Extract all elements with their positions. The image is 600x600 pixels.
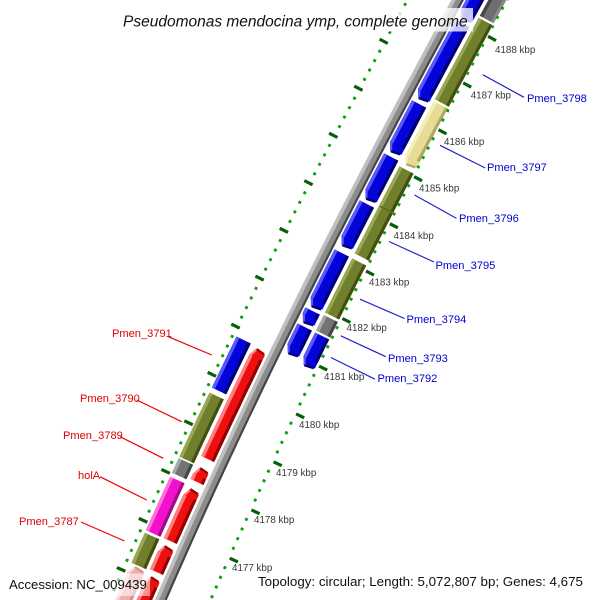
svg-text:Pmen_3797: Pmen_3797 — [487, 162, 547, 174]
svg-text:Pmen_3796: Pmen_3796 — [459, 213, 519, 225]
svg-text:Pmen_3789: Pmen_3789 — [63, 430, 123, 442]
svg-text:Pmen_3798: Pmen_3798 — [527, 93, 587, 105]
svg-text:Pmen_3790: Pmen_3790 — [80, 393, 140, 405]
svg-text:4186 kbp: 4186 kbp — [444, 137, 485, 148]
svg-text:4177 kbp: 4177 kbp — [232, 563, 273, 574]
svg-text:4183 kbp: 4183 kbp — [369, 277, 410, 288]
svg-text:4188 kbp: 4188 kbp — [495, 45, 536, 56]
svg-text:Pmen_3792: Pmen_3792 — [378, 373, 438, 385]
svg-text:4181 kbp: 4181 kbp — [324, 372, 365, 383]
svg-text:4178 kbp: 4178 kbp — [254, 515, 295, 526]
svg-text:Accession: NC_009439: Accession: NC_009439 — [9, 577, 147, 592]
svg-text:4184 kbp: 4184 kbp — [394, 231, 435, 242]
svg-text:Topology: circular; Length: 5,: Topology: circular; Length: 5,072,807 bp… — [258, 574, 583, 589]
svg-text:Pseudomonas mendocina ymp, com: Pseudomonas mendocina ymp, complete geno… — [123, 14, 468, 31]
svg-text:holA: holA — [78, 470, 101, 482]
svg-text:4179 kbp: 4179 kbp — [276, 468, 317, 479]
svg-text:Pmen_3787: Pmen_3787 — [19, 516, 79, 528]
svg-text:Pmen_3793: Pmen_3793 — [388, 353, 448, 365]
svg-text:4187 kbp: 4187 kbp — [471, 90, 512, 101]
svg-text:Pmen_3791: Pmen_3791 — [112, 328, 172, 340]
svg-text:4185 kbp: 4185 kbp — [419, 183, 460, 194]
svg-text:4182 kbp: 4182 kbp — [347, 323, 388, 334]
svg-text:Pmen_3795: Pmen_3795 — [436, 260, 496, 272]
svg-text:Pmen_3794: Pmen_3794 — [407, 314, 467, 326]
svg-text:4180 kbp: 4180 kbp — [299, 420, 340, 431]
